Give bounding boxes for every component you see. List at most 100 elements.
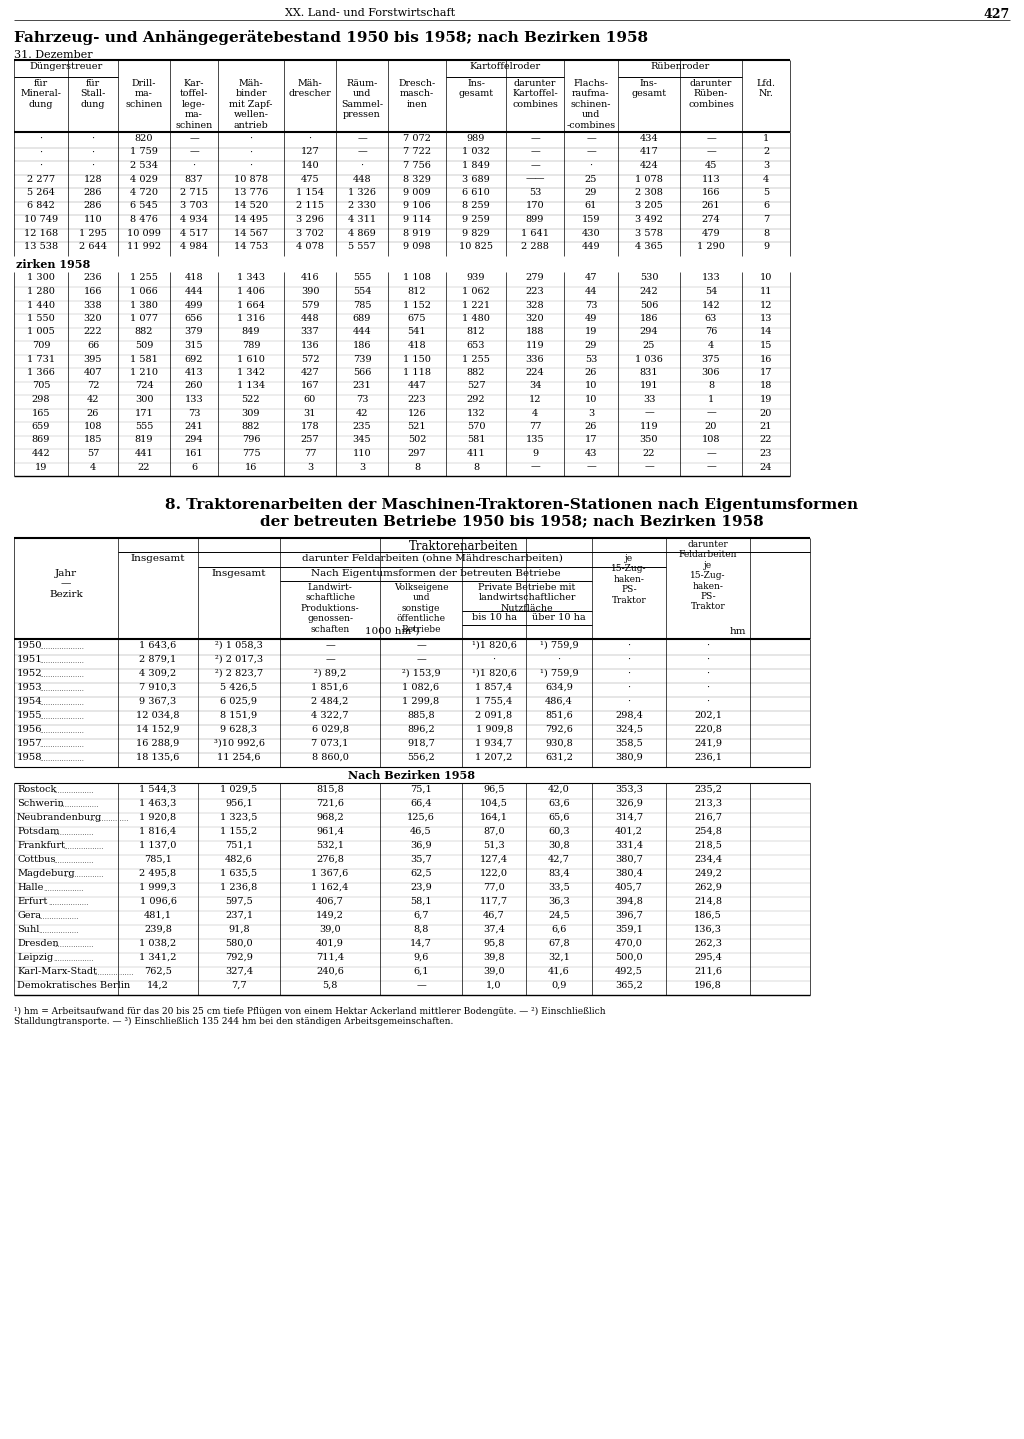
Text: ····················: ···················· <box>39 686 84 694</box>
Text: ²) 89,2: ²) 89,2 <box>313 669 346 678</box>
Text: 580,0: 580,0 <box>225 940 253 948</box>
Text: 46,5: 46,5 <box>411 827 432 836</box>
Text: 186,5: 186,5 <box>694 911 722 920</box>
Text: 1 367,6: 1 367,6 <box>311 869 348 878</box>
Text: 521: 521 <box>408 422 426 432</box>
Text: ·: · <box>628 696 631 707</box>
Text: 448: 448 <box>301 314 319 322</box>
Text: 442: 442 <box>32 449 50 458</box>
Text: 14: 14 <box>760 328 772 337</box>
Text: 4: 4 <box>763 174 769 184</box>
Text: 76: 76 <box>705 328 717 337</box>
Text: 597,5: 597,5 <box>225 896 253 907</box>
Text: 6: 6 <box>763 201 769 210</box>
Text: für
Stall-
dung: für Stall- dung <box>80 79 105 109</box>
Text: 1 255: 1 255 <box>130 273 158 282</box>
Text: ²) 2 017,3: ²) 2 017,3 <box>215 655 263 663</box>
Text: ¹) 759,9: ¹) 759,9 <box>540 669 579 678</box>
Text: 83,4: 83,4 <box>548 869 570 878</box>
Text: 1: 1 <box>763 134 769 142</box>
Text: 14 495: 14 495 <box>233 214 268 224</box>
Text: 411: 411 <box>467 449 485 458</box>
Text: ····················: ···················· <box>39 743 84 750</box>
Text: 820: 820 <box>135 134 154 142</box>
Text: 1 134: 1 134 <box>237 381 265 390</box>
Text: ·: · <box>557 655 560 663</box>
Text: 380,7: 380,7 <box>615 855 643 863</box>
Text: 1952: 1952 <box>17 669 43 678</box>
Text: 6,6: 6,6 <box>551 925 566 934</box>
Text: 434: 434 <box>640 134 658 142</box>
Text: Jahr
—
Bezirk: Jahr — Bezirk <box>49 568 83 599</box>
Text: —: — <box>416 640 426 650</box>
Text: darunter
Kartoffel-
combines: darunter Kartoffel- combines <box>512 79 558 109</box>
Text: 1 290: 1 290 <box>697 242 725 250</box>
Text: 237,1: 237,1 <box>225 911 253 920</box>
Text: 441: 441 <box>134 449 154 458</box>
Text: ·: · <box>628 669 631 678</box>
Text: 418: 418 <box>184 273 204 282</box>
Text: 306: 306 <box>701 368 720 377</box>
Text: 1 032: 1 032 <box>462 148 490 157</box>
Text: 25: 25 <box>585 174 597 184</box>
Text: 324,5: 324,5 <box>615 725 643 734</box>
Text: 1 221: 1 221 <box>462 301 490 309</box>
Text: Schwerin: Schwerin <box>17 799 63 809</box>
Text: 6,1: 6,1 <box>414 967 429 976</box>
Text: 77: 77 <box>304 449 316 458</box>
Text: ·: · <box>707 684 710 692</box>
Text: 1 857,4: 1 857,4 <box>475 684 513 692</box>
Text: Mäh-
binder
mit Zapf-
wellen-
antrieb: Mäh- binder mit Zapf- wellen- antrieb <box>229 79 272 130</box>
Text: 12: 12 <box>760 301 772 309</box>
Text: Private Betriebe mit
landwirtschaftlicher
Nutzfläche: Private Betriebe mit landwirtschaftliche… <box>478 583 575 613</box>
Text: 16 288,9: 16 288,9 <box>136 740 179 748</box>
Text: 66: 66 <box>87 341 99 350</box>
Text: 108: 108 <box>701 436 720 445</box>
Text: 502: 502 <box>408 436 426 445</box>
Text: 159: 159 <box>582 214 600 224</box>
Text: 46,7: 46,7 <box>483 911 505 920</box>
Text: 126: 126 <box>408 409 426 417</box>
Text: 19: 19 <box>35 462 47 472</box>
Text: 401,2: 401,2 <box>615 827 643 836</box>
Text: 11 992: 11 992 <box>127 242 161 250</box>
Text: 1 440: 1 440 <box>27 301 55 309</box>
Text: 1951: 1951 <box>17 655 43 663</box>
Text: 104,5: 104,5 <box>480 799 508 809</box>
Text: 236: 236 <box>84 273 102 282</box>
Text: 1 096,6: 1 096,6 <box>139 896 176 907</box>
Text: 262,9: 262,9 <box>694 884 722 892</box>
Text: ¹) hm = Arbeitsaufwand für das 20 bis 25 cm tiefe Pflügen von einem Hektar Acker: ¹) hm = Arbeitsaufwand für das 20 bis 25… <box>14 1007 605 1016</box>
Text: 1 280: 1 280 <box>27 286 55 296</box>
Text: ·: · <box>40 148 43 157</box>
Text: 274: 274 <box>701 214 720 224</box>
Text: 2 644: 2 644 <box>79 242 106 250</box>
Text: Ins-
gesamt: Ins- gesamt <box>459 79 494 98</box>
Text: 1 118: 1 118 <box>403 368 431 377</box>
Text: 241: 241 <box>184 422 204 432</box>
Text: 24: 24 <box>760 462 772 472</box>
Text: 49: 49 <box>585 314 597 322</box>
Text: 837: 837 <box>184 174 204 184</box>
Text: 9 259: 9 259 <box>462 214 489 224</box>
Text: 13: 13 <box>760 314 772 322</box>
Text: darunter
Feldarbeiten
je
15-Zug-
haken-
PS-
Traktor: darunter Feldarbeiten je 15-Zug- haken- … <box>679 540 737 612</box>
Text: 499: 499 <box>184 301 203 309</box>
Text: 23,9: 23,9 <box>411 884 432 892</box>
Text: ·: · <box>91 134 94 142</box>
Text: 812: 812 <box>408 286 426 296</box>
Text: 1 909,8: 1 909,8 <box>475 725 512 734</box>
Text: 530: 530 <box>640 273 658 282</box>
Text: Fahrzeug- und Anhängegerätebestand 1950 bis 1958; nach Bezirken 1958: Fahrzeug- und Anhängegerätebestand 1950 … <box>14 30 648 45</box>
Text: ····················: ···················· <box>39 755 84 764</box>
Text: 42: 42 <box>355 409 369 417</box>
Text: 407: 407 <box>84 368 102 377</box>
Text: 470,0: 470,0 <box>615 940 643 948</box>
Text: 5: 5 <box>763 189 769 197</box>
Text: 8 259: 8 259 <box>462 201 489 210</box>
Text: Flachs-
raufma-
schinen-
und
-combines: Flachs- raufma- schinen- und -combines <box>566 79 615 130</box>
Text: 240,6: 240,6 <box>316 967 344 976</box>
Text: 416: 416 <box>301 273 319 282</box>
Text: ³)10 992,6: ³)10 992,6 <box>213 740 264 748</box>
Text: 8 151,9: 8 151,9 <box>220 711 258 720</box>
